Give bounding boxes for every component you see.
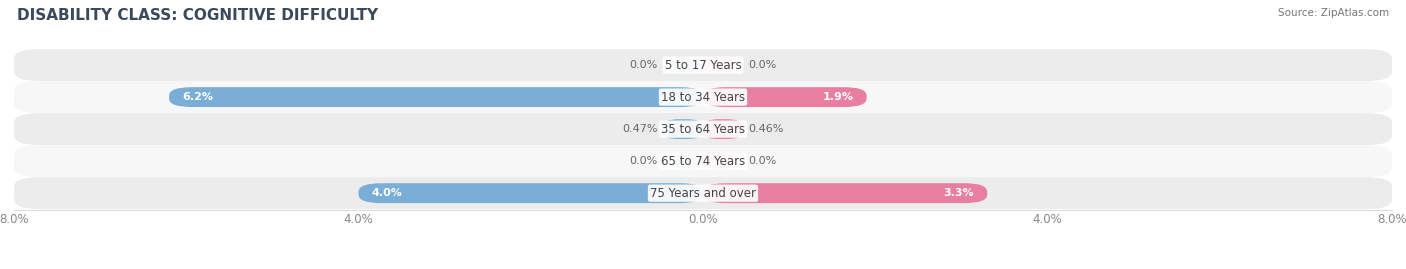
FancyBboxPatch shape — [703, 183, 987, 203]
FancyBboxPatch shape — [14, 145, 1392, 177]
Text: 0.0%: 0.0% — [628, 156, 658, 166]
Text: 3.3%: 3.3% — [943, 188, 974, 198]
Text: 4.0%: 4.0% — [371, 188, 402, 198]
Text: 0.0%: 0.0% — [748, 156, 778, 166]
Text: 0.47%: 0.47% — [621, 124, 658, 134]
FancyBboxPatch shape — [703, 87, 866, 107]
Text: 0.0%: 0.0% — [748, 60, 778, 70]
FancyBboxPatch shape — [673, 154, 703, 169]
FancyBboxPatch shape — [673, 58, 703, 73]
Text: 35 to 64 Years: 35 to 64 Years — [661, 123, 745, 136]
FancyBboxPatch shape — [14, 113, 1392, 145]
FancyBboxPatch shape — [169, 87, 703, 107]
FancyBboxPatch shape — [703, 154, 733, 169]
FancyBboxPatch shape — [662, 119, 703, 139]
FancyBboxPatch shape — [359, 183, 703, 203]
Text: 5 to 17 Years: 5 to 17 Years — [665, 59, 741, 72]
Text: 6.2%: 6.2% — [181, 92, 212, 102]
FancyBboxPatch shape — [703, 119, 742, 139]
Text: DISABILITY CLASS: COGNITIVE DIFFICULTY: DISABILITY CLASS: COGNITIVE DIFFICULTY — [17, 8, 378, 23]
Text: 75 Years and over: 75 Years and over — [650, 187, 756, 200]
Text: Source: ZipAtlas.com: Source: ZipAtlas.com — [1278, 8, 1389, 18]
Legend: Male, Female: Male, Female — [641, 266, 765, 269]
Text: 1.9%: 1.9% — [823, 92, 853, 102]
FancyBboxPatch shape — [14, 177, 1392, 209]
FancyBboxPatch shape — [703, 58, 733, 73]
FancyBboxPatch shape — [14, 81, 1392, 113]
Text: 18 to 34 Years: 18 to 34 Years — [661, 91, 745, 104]
Text: 0.0%: 0.0% — [628, 60, 658, 70]
Text: 0.46%: 0.46% — [748, 124, 785, 134]
FancyBboxPatch shape — [14, 49, 1392, 81]
Text: 65 to 74 Years: 65 to 74 Years — [661, 155, 745, 168]
